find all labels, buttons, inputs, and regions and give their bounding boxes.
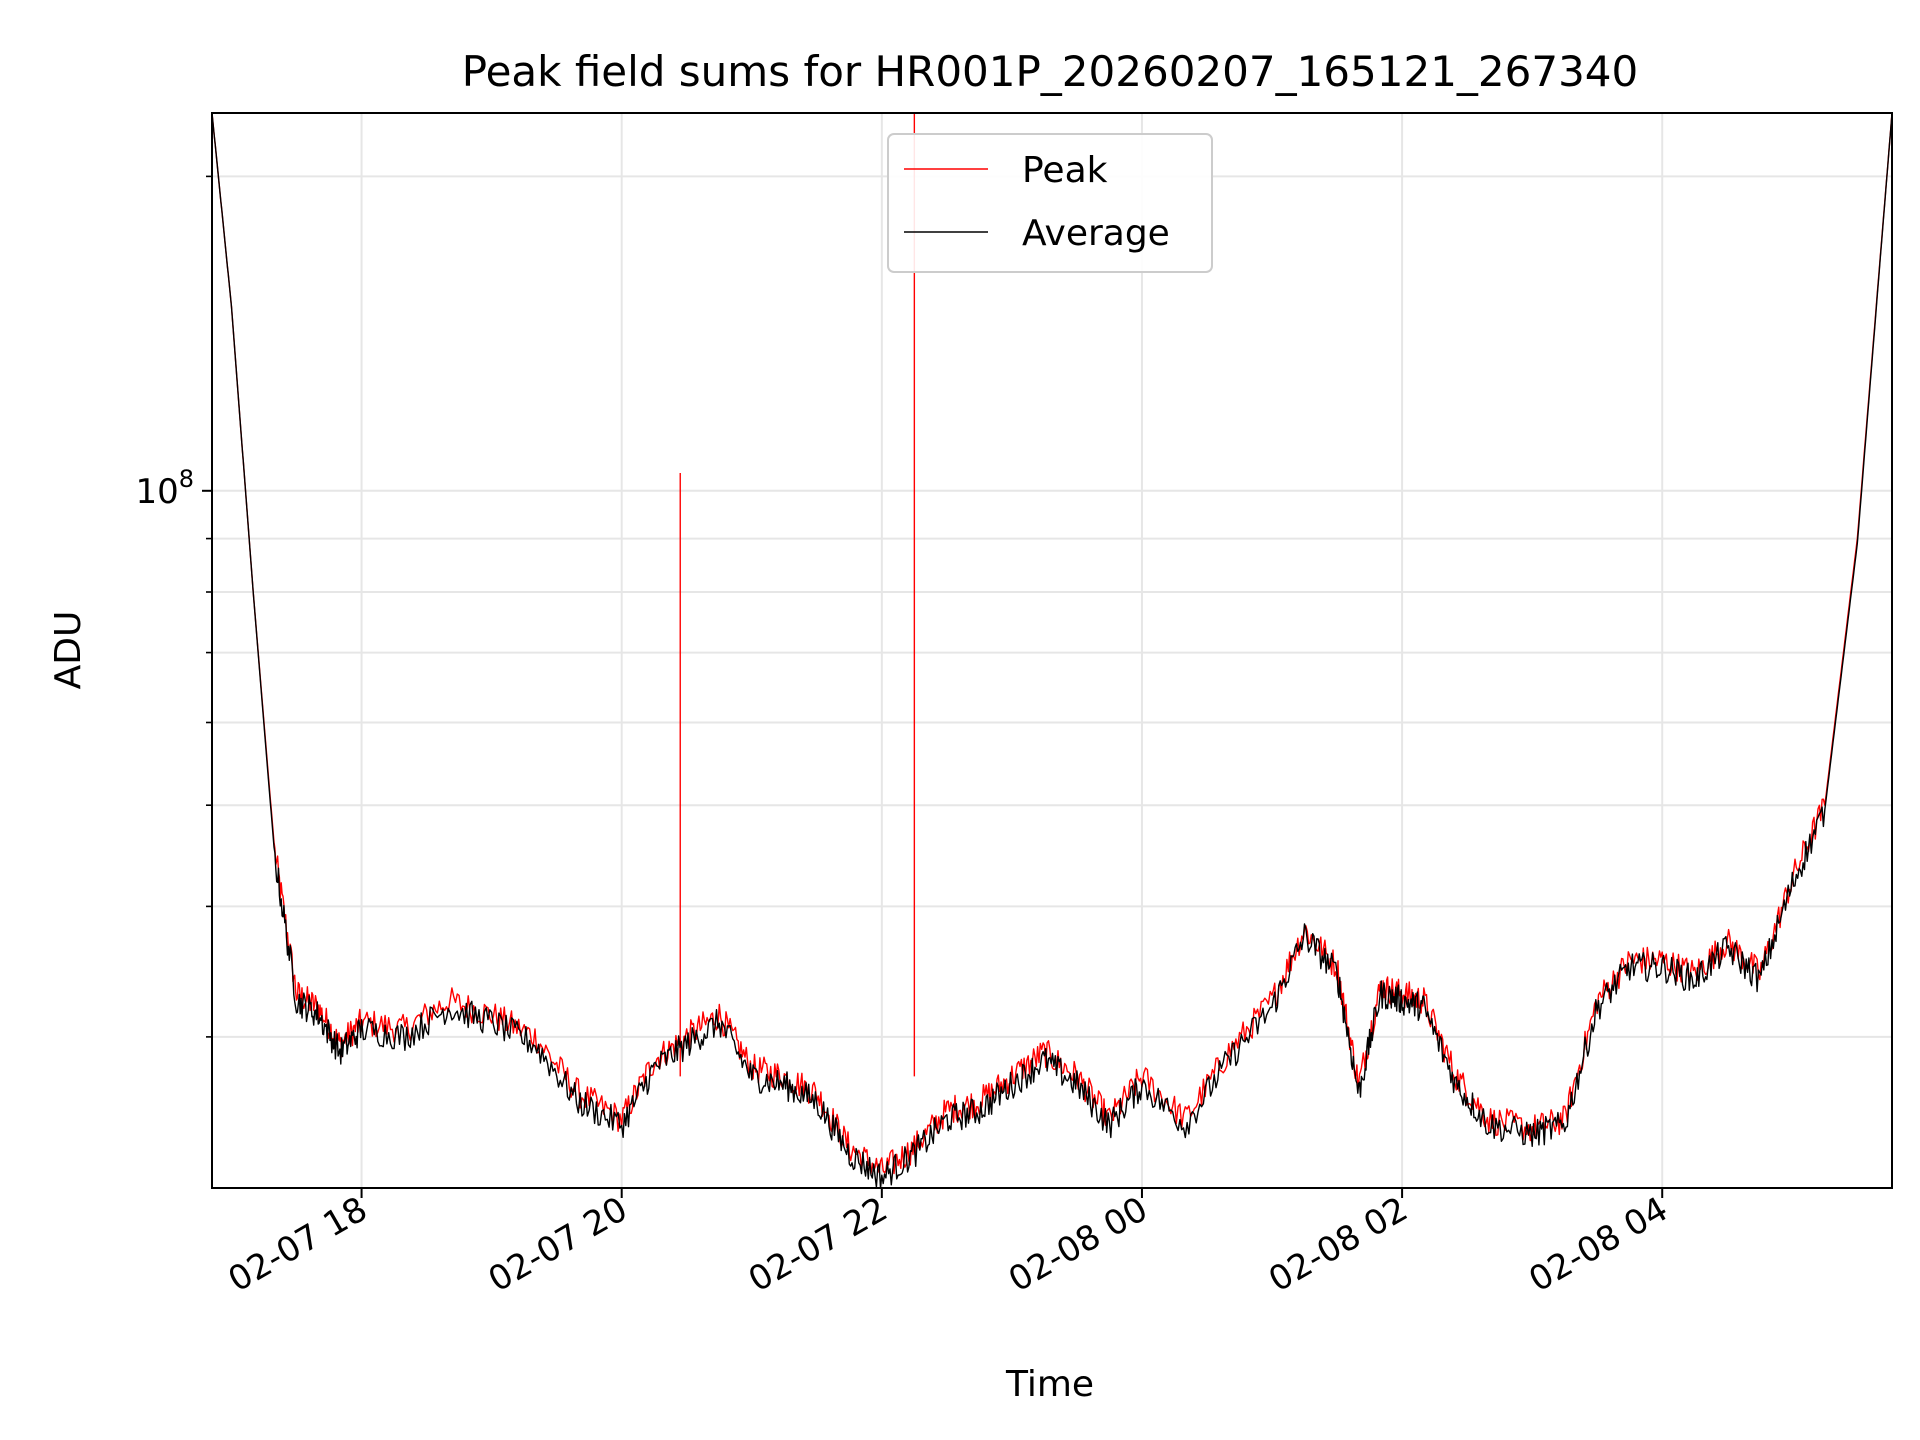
y-tick-label: 108 bbox=[135, 465, 194, 512]
y-tick-label-base: 10 bbox=[135, 472, 178, 512]
legend: Peak Average bbox=[887, 133, 1213, 273]
x-tick-label: 02-08 00 bbox=[1002, 1189, 1154, 1300]
series-line-peak bbox=[211, 112, 1893, 1175]
legend-peak-label: Peak bbox=[1022, 150, 1108, 191]
x-tick-label: 02-08 02 bbox=[1262, 1189, 1414, 1300]
grid bbox=[212, 113, 1892, 1188]
y-axis-label: ADU bbox=[48, 611, 89, 690]
y-tick-label-exponent: 8 bbox=[179, 465, 194, 493]
x-tick-label: 02-07 18 bbox=[222, 1189, 374, 1300]
series-line-average bbox=[211, 112, 1893, 1189]
x-axis-label: Time bbox=[1005, 1364, 1094, 1405]
x-tick-label: 02-07 22 bbox=[742, 1189, 894, 1300]
axes-frame bbox=[211, 112, 1893, 1189]
x-tick-label: 02-07 20 bbox=[482, 1189, 634, 1300]
chart-title: Peak field sums for HR001P_20260207_1651… bbox=[462, 47, 1639, 96]
y-axis-ticks: 108 bbox=[135, 175, 212, 1038]
x-axis-ticks: 02-07 18 02-07 20 02-07 22 02-08 00 02-08 02… bbox=[222, 1188, 1675, 1300]
legend-average-label: Average bbox=[1022, 213, 1170, 254]
x-tick-label: 02-08 04 bbox=[1522, 1189, 1674, 1300]
plot-area bbox=[211, 112, 1893, 1189]
